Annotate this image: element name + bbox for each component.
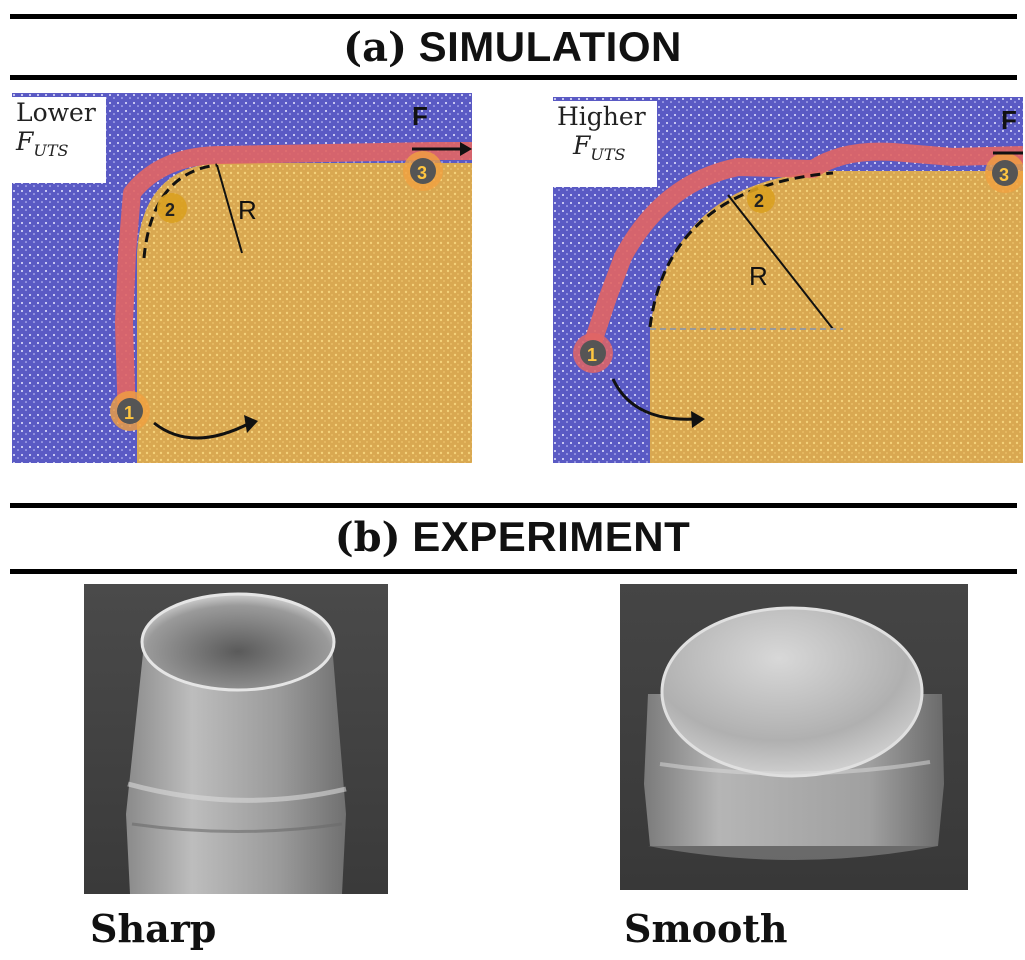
section-b-title: EXPERIMENT [412, 513, 691, 560]
section-a-rule [10, 75, 1017, 80]
rotation-arrow-head [691, 411, 705, 428]
right-side-label: Higher FUTS [553, 101, 657, 187]
rotation-arrow [611, 378, 696, 421]
left-simulation-panel: R 1 2 3 Lower FUTS F [12, 93, 472, 463]
marker-2-label: 2 [165, 200, 175, 220]
left-simulation-figure: R 1 2 3 [12, 93, 472, 463]
section-b-heading: (b) EXPERIMENT [0, 516, 1025, 558]
force-arrow-head [460, 142, 472, 156]
marker-1 [117, 398, 143, 424]
marker-2 [157, 193, 187, 223]
rotation-arrow [153, 421, 251, 440]
top-rule [10, 14, 1017, 19]
radius-label: R [749, 261, 768, 291]
marker-3 [410, 158, 436, 184]
right-force-label: F [1001, 105, 1017, 135]
marker-3 [992, 160, 1018, 186]
radius-label: R [238, 195, 257, 225]
smooth-pillar-image [620, 584, 968, 890]
curvature-arc [648, 171, 834, 328]
left-side-label: Lower FUTS [12, 97, 106, 183]
radius-line [727, 194, 834, 330]
radius-line [216, 164, 243, 254]
curvature-arc [142, 163, 218, 259]
rotation-arrow-head [244, 415, 258, 433]
marker-3-label: 3 [999, 165, 1009, 185]
marker-3-label: 3 [417, 163, 427, 183]
marker-1 [580, 340, 606, 366]
section-a-title: SIMULATION [418, 23, 682, 70]
right-label-top: Higher [557, 102, 646, 131]
section-a-tag: (a) [343, 24, 407, 71]
left-label-top: Lower [16, 98, 96, 127]
marker-1-label: 1 [124, 403, 134, 423]
smooth-pillar-photo [620, 584, 968, 890]
marker-2 [747, 185, 775, 213]
cracking-layer [115, 142, 472, 424]
sharp-pillar-photo [84, 584, 388, 894]
pillar-region [137, 163, 472, 463]
marker-2-label: 2 [754, 191, 764, 211]
right-label-futs: FUTS [573, 130, 626, 164]
section-b-top-rule [10, 503, 1017, 508]
sharp-pillar-image [84, 584, 388, 894]
smooth-caption: Smooth [624, 906, 788, 951]
cracking-layer [584, 142, 1023, 345]
section-b-rule [10, 569, 1017, 574]
section-b-tag: (b) [334, 514, 401, 561]
left-label-futs: FUTS [16, 126, 69, 160]
right-simulation-panel: R 1 2 3 Higher FUTS F [553, 97, 1023, 463]
sharp-caption: Sharp [90, 906, 217, 951]
left-force-label: F [412, 101, 428, 131]
marker-1-label: 1 [587, 345, 597, 365]
section-a-heading: (a) SIMULATION [0, 26, 1025, 68]
pillar-region [650, 171, 1023, 463]
